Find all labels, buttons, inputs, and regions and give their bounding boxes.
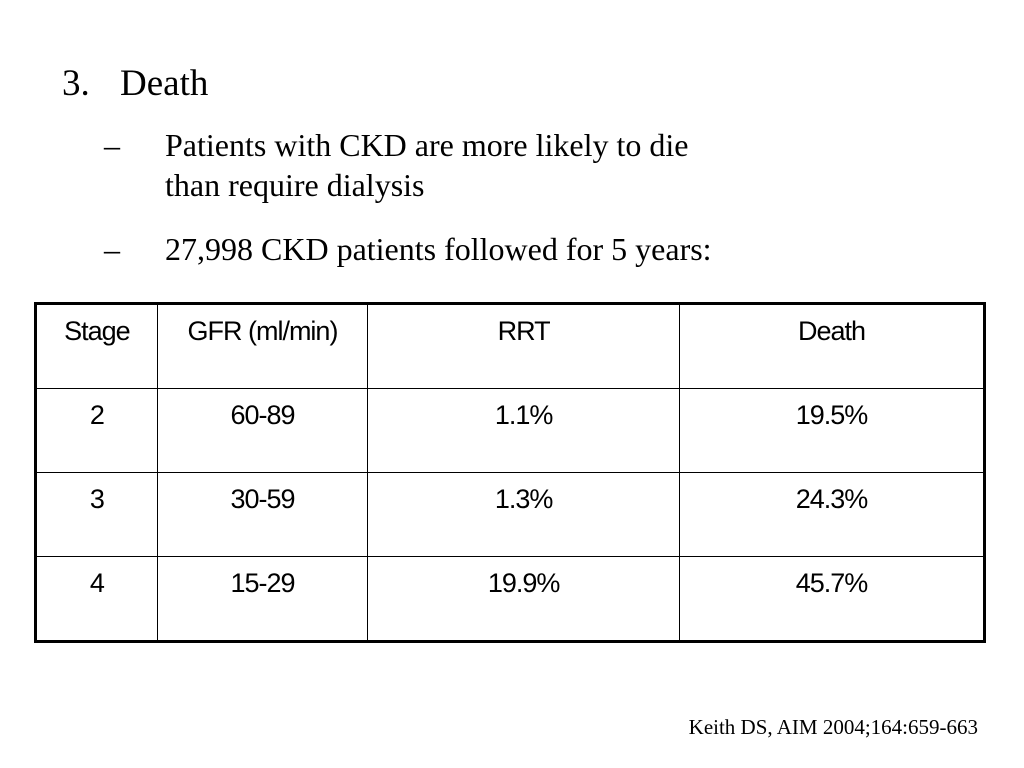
table-row: 2 60-89 1.1% 19.5%: [35, 388, 985, 473]
bullet-line: Patients with CKD are more likely to die: [165, 127, 689, 163]
header-cell-gfr: GFR (ml/min): [156, 303, 369, 389]
header-cell-death: Death: [679, 303, 985, 389]
bullet-dash: –: [104, 231, 120, 267]
table-cell: 19.9%: [367, 556, 681, 642]
header-cell-rrt: RRT: [367, 303, 681, 389]
table-cell: 4: [35, 556, 158, 642]
bullet-line: 27,998 CKD patients followed for 5 years…: [165, 231, 712, 267]
table-cell: 60-89: [156, 388, 369, 473]
table-cell: 15-29: [156, 556, 369, 642]
table-row: 4 15-29 19.9% 45.7%: [35, 556, 985, 642]
bullet-text: 27,998 CKD patients followed for 5 years…: [165, 229, 712, 269]
table-cell: 1.3%: [367, 472, 681, 557]
table-cell: 24.3%: [679, 472, 985, 557]
table-row: 3 30-59 1.3% 24.3%: [35, 472, 985, 557]
heading-title: Death: [120, 63, 209, 104]
bullet-text: Patients with CKD are more likely to die…: [165, 125, 688, 205]
ckd-outcomes-table: Stage GFR (ml/min) RRT Death 2 60-89 1.1…: [34, 302, 986, 643]
table-header-row: Stage GFR (ml/min) RRT Death: [35, 303, 985, 389]
table-cell: 30-59: [156, 472, 369, 557]
bullet-line: than require dialysis: [165, 167, 425, 203]
header-cell-stage: Stage: [35, 303, 158, 389]
bullet-dash: –: [104, 127, 120, 163]
table-cell: 3: [35, 472, 158, 557]
table-cell: 45.7%: [679, 556, 985, 642]
table-cell: 2: [35, 388, 158, 473]
section-heading: 3. Death: [62, 62, 208, 106]
table-cell: 19.5%: [679, 388, 985, 473]
table-cell: 1.1%: [367, 388, 681, 473]
heading-number: 3.: [62, 63, 90, 104]
citation: Keith DS, AIM 2004;164:659-663: [688, 715, 978, 739]
